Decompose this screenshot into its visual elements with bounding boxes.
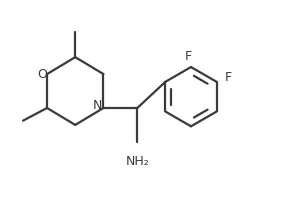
Text: F: F (225, 71, 232, 84)
Text: NH₂: NH₂ (126, 155, 149, 168)
Text: F: F (185, 50, 192, 63)
Text: O: O (37, 68, 47, 81)
Text: N: N (93, 99, 102, 112)
